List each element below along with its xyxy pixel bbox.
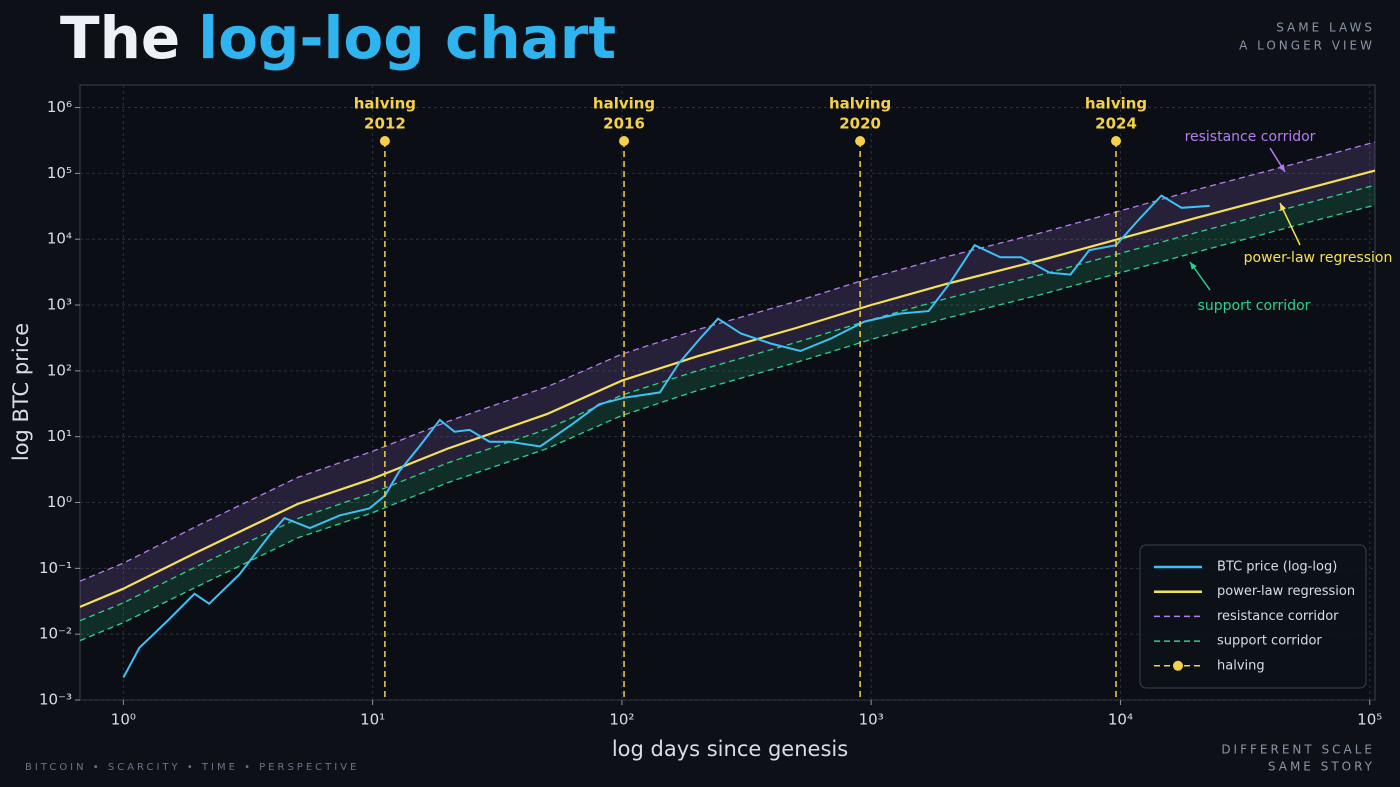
tagline: SAME LAWS bbox=[1276, 21, 1375, 35]
y-tick-label: 10³ bbox=[47, 296, 72, 314]
title: The log-log chart bbox=[60, 4, 616, 72]
y-tick-label: 10⁻² bbox=[39, 625, 72, 643]
support-band bbox=[80, 185, 1375, 641]
arrow-head bbox=[1280, 203, 1286, 211]
legend-label: halving bbox=[1217, 658, 1265, 673]
curve-line bbox=[79, 141, 1376, 582]
y-tick-label: 10⁶ bbox=[47, 98, 72, 116]
halving-year: 2012 bbox=[364, 115, 406, 133]
x-tick-label: 10⁰ bbox=[111, 711, 136, 729]
y-tick-label: 10⁴ bbox=[47, 230, 72, 248]
halving-year: 2016 bbox=[603, 115, 645, 133]
halving-label: halving bbox=[1085, 95, 1147, 113]
halving-year: 2020 bbox=[839, 115, 881, 133]
title-text: The bbox=[60, 4, 180, 72]
footer: DIFFERENT SCALE bbox=[1221, 743, 1375, 757]
legend-label: BTC price (log-log) bbox=[1217, 560, 1337, 575]
price-line bbox=[122, 194, 1210, 678]
annotation: resistance corridor bbox=[1185, 129, 1316, 145]
title-highlight: log-log chart bbox=[198, 4, 616, 72]
y-tick-label: 10⁵ bbox=[47, 164, 72, 182]
resistance-band bbox=[80, 141, 1375, 621]
x-tick-label: 10⁵ bbox=[1357, 711, 1382, 729]
y-tick-label: 10⁻¹ bbox=[39, 559, 72, 577]
curve-line bbox=[79, 169, 1376, 608]
annotation-arrow bbox=[1279, 202, 1301, 246]
annotation: power-law regression bbox=[1244, 250, 1393, 266]
annotation: support corridor bbox=[1198, 298, 1311, 314]
x-axis-label: log days since genesis bbox=[612, 737, 848, 761]
footer: SAME STORY bbox=[1268, 760, 1375, 774]
y-tick-label: 10² bbox=[47, 361, 72, 379]
arrow-head bbox=[1190, 262, 1197, 270]
legend-dot bbox=[1173, 660, 1183, 671]
x-tick-label: 10³ bbox=[859, 711, 884, 729]
y-axis-label: log BTC price bbox=[9, 323, 33, 461]
halving-year: 2024 bbox=[1095, 115, 1137, 133]
y-tick-label: 10⁻³ bbox=[39, 691, 72, 709]
legend-label: power-law regression bbox=[1217, 584, 1355, 599]
halving-label: halving bbox=[593, 95, 655, 113]
y-tick-label: 10¹ bbox=[47, 427, 72, 445]
halving-label: halving bbox=[354, 95, 416, 113]
tagline: A LONGER VIEW bbox=[1239, 39, 1375, 53]
x-tick-label: 10⁴ bbox=[1108, 711, 1133, 729]
footer: BITCOIN • SCARCITY • TIME • PERSPECTIVE bbox=[25, 762, 359, 773]
x-tick-label: 10¹ bbox=[360, 711, 385, 729]
arrow-head bbox=[1278, 164, 1285, 172]
support-lower-line bbox=[79, 204, 1376, 642]
halving-dot bbox=[855, 136, 866, 146]
legend-label: resistance corridor bbox=[1217, 609, 1339, 624]
y-tick-label: 10⁰ bbox=[47, 493, 72, 511]
halving-dot bbox=[379, 136, 390, 146]
halving-label: halving bbox=[829, 95, 891, 113]
halving-dot bbox=[619, 136, 630, 146]
curve-line bbox=[79, 184, 1376, 622]
legend-label: support corridor bbox=[1217, 634, 1322, 649]
halving-dot bbox=[1111, 136, 1122, 146]
legend bbox=[1139, 544, 1367, 689]
x-tick-label: 10² bbox=[609, 711, 634, 729]
